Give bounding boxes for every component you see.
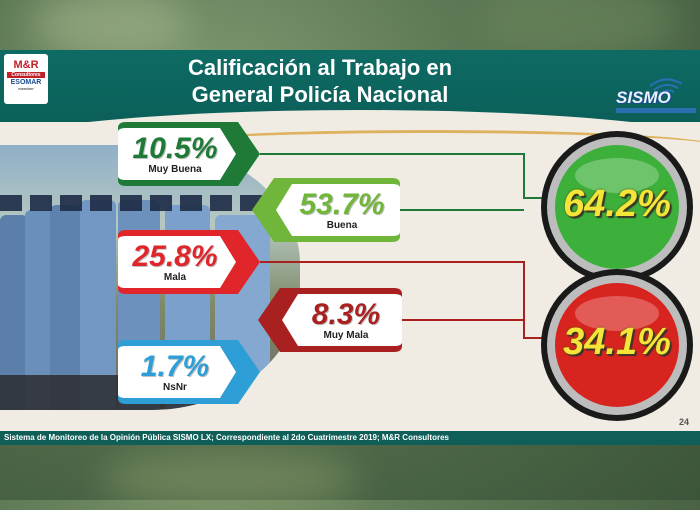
- category-value: 10.5%: [132, 132, 218, 165]
- hex-fill: [118, 128, 236, 180]
- logo-member-text: member: [18, 86, 34, 91]
- signal-icon: [649, 78, 683, 95]
- hex-shape: [252, 178, 400, 242]
- sismo-logo-underline: [616, 108, 696, 113]
- category-value: 53.7%: [299, 188, 385, 221]
- sismo-logo-text: SISMO: [616, 88, 671, 107]
- logo-mr-text: M&R: [13, 59, 39, 71]
- slide: Calificación al Trabajo en General Polic…: [0, 50, 700, 445]
- circle-fill: [555, 283, 679, 407]
- hex-label-nsnr: 1.7% NsNr: [118, 340, 260, 404]
- hex-label-muy-buena: 10.5% Muy Buena: [118, 122, 260, 186]
- category-label: Mala: [163, 272, 187, 283]
- hex-label-muy-mala: 8.3% Muy Mala: [258, 288, 402, 352]
- category-value: 8.3%: [311, 298, 381, 331]
- officer-caps-row: [0, 195, 270, 211]
- category-label: Buena: [326, 220, 358, 231]
- hex-fill: [276, 184, 400, 236]
- hex-label-mala: 25.8% Mala: [118, 230, 260, 294]
- hex-fill: [118, 346, 236, 398]
- category-value: 1.7%: [140, 350, 210, 383]
- hex-shape: [258, 288, 402, 352]
- mr-consultores-logo: M&R Consultores ESOMAR member: [4, 54, 48, 104]
- group-total-value: 64.2%: [563, 183, 671, 225]
- hex-fill: [282, 294, 402, 346]
- hex-shape: [118, 340, 260, 404]
- background-blur: [100, 450, 360, 510]
- category-label: NsNr: [163, 382, 187, 393]
- category-label: Muy Buena: [148, 164, 202, 175]
- category-value: 25.8%: [132, 240, 218, 273]
- sismo-logo: SISMO: [610, 78, 696, 118]
- hex-fill: [118, 236, 236, 288]
- group-total-value: 34.1%: [563, 321, 671, 363]
- title-line-2: General Policía Nacional: [191, 82, 449, 107]
- hex-shape: [118, 122, 260, 186]
- footer-bar: Sistema de Monitoreo de la Opinión Públi…: [0, 417, 700, 445]
- page-number: 24: [679, 417, 690, 427]
- hex-shape: [118, 230, 260, 294]
- circle-gloss: [575, 296, 659, 331]
- circle-fill: [555, 145, 679, 269]
- circle-shape: [541, 131, 693, 283]
- title-line-1: Calificación al Trabajo en: [187, 55, 453, 80]
- category-label: Muy Mala: [323, 330, 369, 341]
- gold-accent-line: [140, 130, 700, 147]
- circle-shape: [541, 269, 693, 421]
- footer-source: Sistema de Monitoreo de la Opinión Públi…: [4, 433, 449, 442]
- slide-title: Calificación al Trabajo en General Polic…: [120, 54, 520, 108]
- group-total-circle: 34.1%: [540, 268, 694, 422]
- group-total-circle: 64.2%: [540, 130, 694, 284]
- hex-label-buena: 53.7% Buena: [252, 178, 400, 242]
- circle-gloss: [575, 158, 659, 193]
- logo-consultores-text: Consultores: [7, 72, 45, 78]
- logo-esomar-text: ESOMAR: [10, 79, 42, 86]
